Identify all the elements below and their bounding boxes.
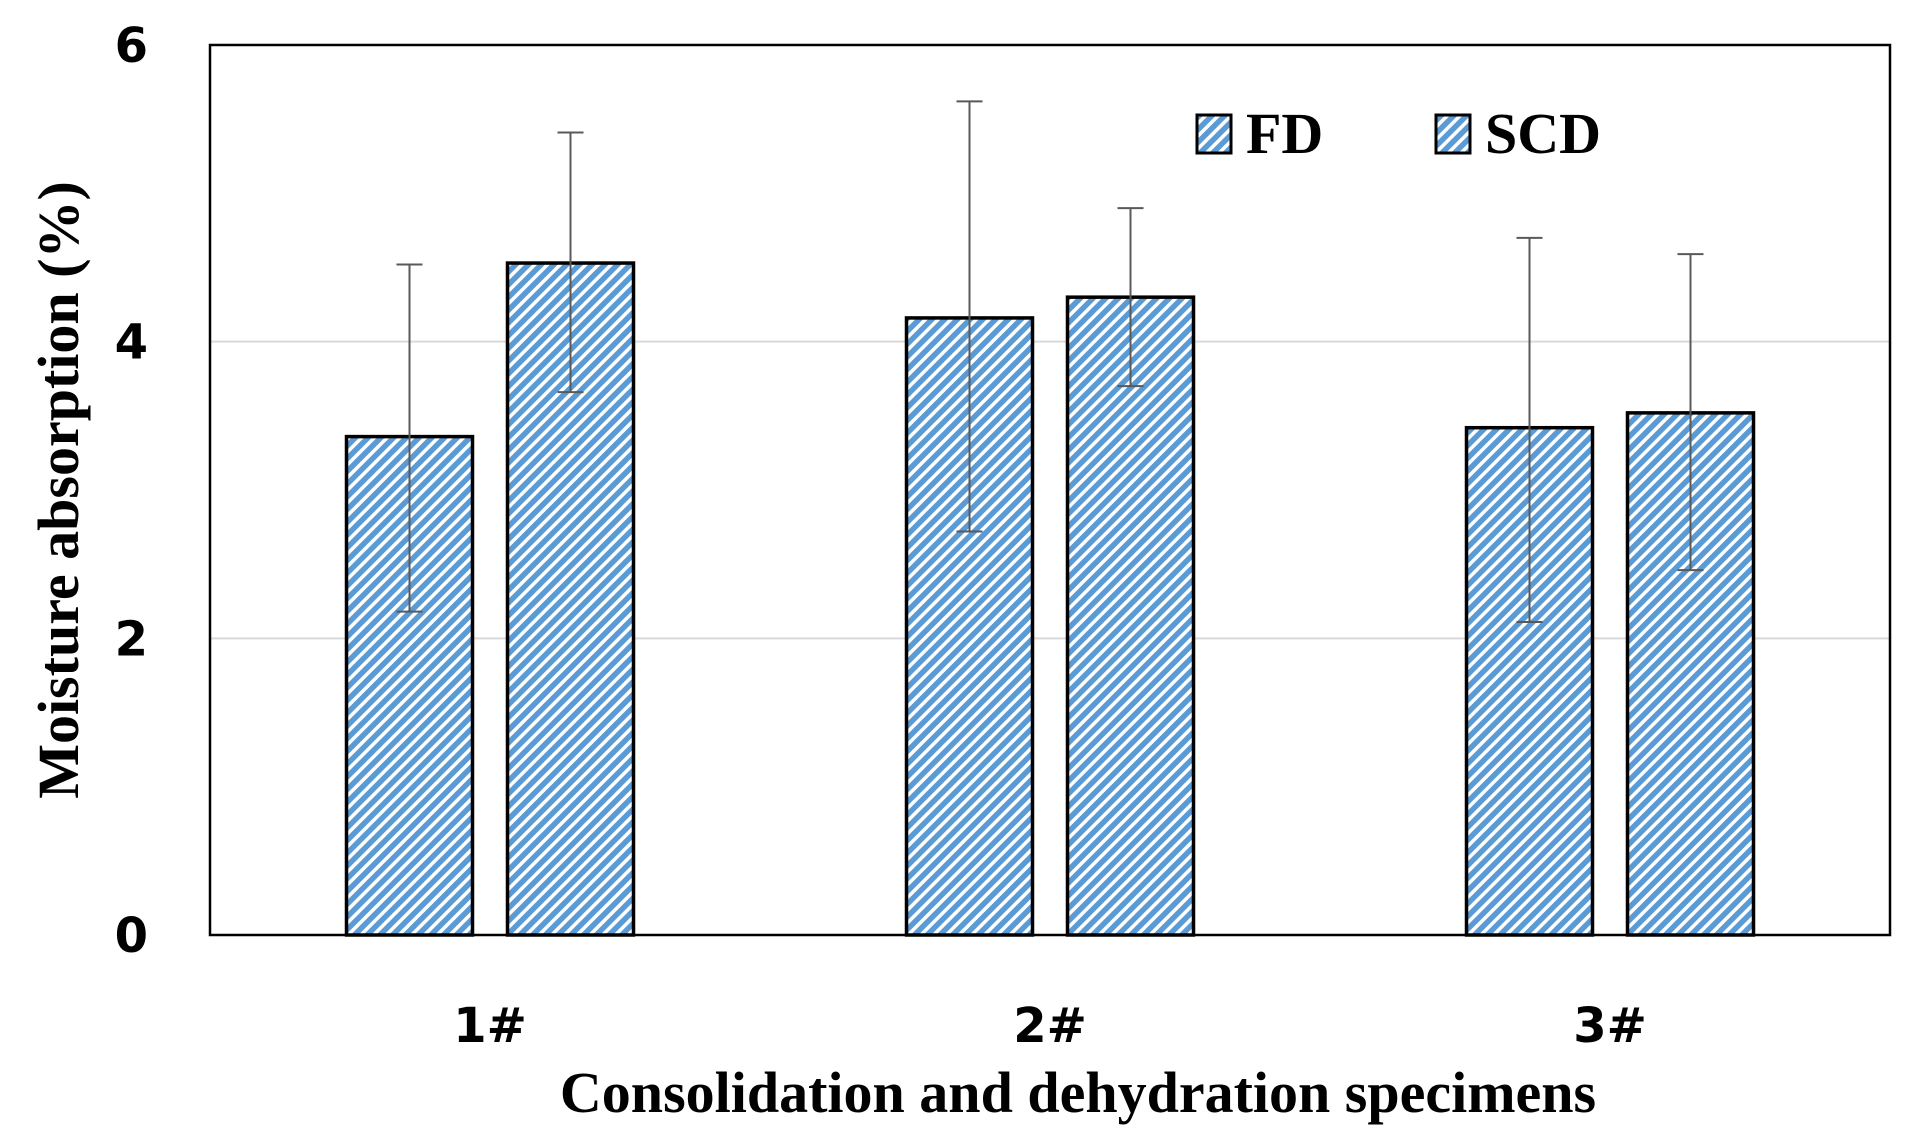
error-bars [396, 100, 1704, 624]
error-bar-scd-2 [1117, 207, 1144, 388]
y-tick-label: 4 [115, 315, 148, 371]
x-category-label: 2# [1013, 998, 1087, 1054]
error-bar-scd-3 [1677, 253, 1704, 572]
bar-scd-2 [1065, 295, 1196, 937]
x-axis-title: Consolidation and dehydration specimens [560, 1060, 1596, 1125]
plot-area-frame [208, 43, 1892, 937]
gridlines [210, 340, 1890, 640]
y-axis-title: Moisture absorption (%) [26, 181, 91, 799]
error-bar-fd-1 [396, 263, 423, 613]
x-category-label: 3# [1573, 998, 1647, 1054]
y-tick-label: 6 [115, 18, 148, 74]
error-bar-fd-3 [1516, 236, 1543, 624]
legend-label-scd: SCD [1485, 101, 1601, 166]
x-category-label: 1# [453, 998, 527, 1054]
legend-label-fd: FD [1246, 101, 1323, 166]
error-bar-scd-1 [557, 131, 584, 394]
x-axis-categories: 1# 2# 3# [453, 998, 1647, 1054]
y-axis-ticks: 0 2 4 6 [115, 18, 148, 964]
legend-swatch-scd [1434, 113, 1472, 155]
legend: FD SCD [1195, 101, 1601, 166]
error-bar-fd-2 [956, 100, 983, 533]
y-tick-label: 0 [115, 908, 148, 964]
bars [344, 261, 1756, 937]
y-tick-label: 2 [115, 611, 148, 667]
legend-swatch-fd [1195, 113, 1233, 155]
